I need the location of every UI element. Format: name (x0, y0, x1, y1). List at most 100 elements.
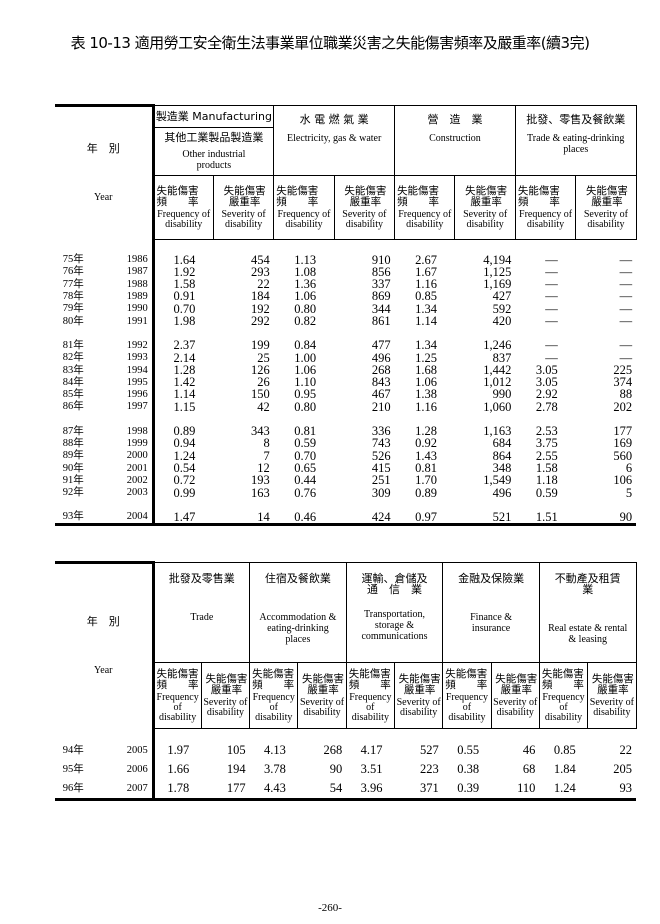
year-cell: 87年 1998 (55, 425, 155, 438)
industry-en: Trade & eating-drinking places (527, 133, 625, 155)
header-en: Severity of disability (299, 696, 345, 718)
gregorian-year: 1993 (126, 352, 148, 364)
frequency-value: 2.67 (415, 252, 437, 267)
table-row: 93年 2004 1.47 14 0.46 424 0.97 521 1.51 90 (55, 510, 637, 527)
frequency-value: 1.16 (415, 277, 437, 292)
gregorian-year: 2000 (126, 450, 148, 462)
frequency-value: 1.42 (173, 375, 196, 390)
frequency-value: 4.43 (249, 779, 298, 801)
frequency-value: — (545, 350, 558, 365)
disability-table-2005-2007: 年 別 Year 批發及零售業 Trade 住宿及餐飲業 Accommodation & … (55, 561, 637, 801)
severity-value: 88 (619, 387, 633, 402)
table-row: 80年 1991 1.98 292 0.82 861 1.14 420 — — (55, 315, 636, 327)
header-zh: 失能傷害頻 率 (156, 667, 199, 691)
severity-value: 26 (257, 375, 270, 390)
severity-value: 420 (492, 313, 512, 328)
severity-value: — (619, 289, 633, 304)
severity-value: 371 (394, 779, 443, 801)
severity-header: 失能傷害 嚴重率 Severity of disability (333, 175, 396, 240)
gregorian-year: 2004 (126, 511, 148, 523)
severity-value: 344 (371, 301, 391, 316)
severity-value: 1,012 (483, 375, 512, 390)
roc-year: 93年 (62, 511, 84, 523)
frequency-value: 0.76 (294, 485, 317, 500)
severity-value: 192 (251, 301, 270, 316)
severity-value: 348 (492, 460, 512, 475)
roc-year: 76年 (62, 266, 84, 278)
header-zh: 失能傷害頻 率 (348, 667, 391, 691)
header-zh: 失能傷害頻 率 (541, 667, 584, 691)
page-title: 表 10-13 適用勞工安全衛生法事業單位職業災害之失能傷害頻率及嚴重率(續3完… (70, 34, 590, 52)
industry-header: 批發及零售業 Trade (152, 562, 251, 663)
frequency-header: 失能傷害頻 率 Frequency of disability (394, 175, 456, 240)
table-row: 86年 1997 1.15 42 0.80 210 1.16 1,060 2.78 202 (55, 399, 636, 414)
header-en: Frequency of disability (349, 691, 392, 723)
manufacturing-header: 製造業 Manufacturing (152, 105, 275, 128)
severity-value: 1,125 (483, 264, 512, 279)
frequency-value: 1.34 (415, 301, 437, 316)
frequency-value: 0.89 (173, 424, 196, 439)
roc-year: 83年 (62, 364, 84, 376)
year-cell: 85年 1996 (55, 388, 155, 401)
severity-header: 失能傷害 嚴重率 Severity of disability (490, 662, 540, 729)
year-cell: 96年 2007 (55, 779, 155, 801)
severity-value: 177 (201, 779, 250, 801)
table-row: 81年 1992 2.37 199 0.84 477 1.34 1,246 — — (55, 339, 636, 352)
severity-value: 68 (522, 762, 536, 777)
header-en: Severity of disability (463, 208, 508, 230)
frequency-value: 0.82 (294, 313, 317, 328)
header-en: Frequency of disability (157, 208, 211, 230)
severity-value: 22 (257, 277, 270, 292)
gregorian-year: 1987 (126, 266, 148, 278)
frequency-value: 0.72 (173, 473, 196, 488)
header-zh: 失能傷害 嚴重率 (223, 184, 266, 208)
year-cell: 80年 1991 (55, 314, 155, 328)
frequency-value: 2.53 (535, 424, 558, 439)
gregorian-year: 1998 (126, 425, 148, 437)
frequency-value: 0.38 (457, 762, 480, 777)
severity-value: 427 (492, 289, 512, 304)
page-number: -260- (318, 902, 342, 914)
gregorian-year: 1996 (126, 389, 148, 401)
industry-header: 住宿及餐飲業 Accommodation & eating-drinking pl… (249, 562, 347, 663)
year-cell: 93年 2004 (55, 510, 155, 527)
frequency-value: 1.25 (415, 350, 437, 365)
year-label-zh: 年 別 (86, 615, 120, 629)
frequency-value: 2.14 (173, 350, 196, 365)
roc-year: 80年 (62, 315, 84, 327)
frequency-value: 3.96 (346, 779, 395, 801)
frequency-value: 0.70 (294, 448, 317, 463)
severity-header: 失能傷害 嚴重率 Severity of disability (212, 175, 275, 240)
frequency-value: 1.08 (294, 264, 317, 279)
roc-year: 82年 (62, 352, 84, 364)
severity-value: 93 (587, 779, 636, 801)
industry-header: 不動產及租賃業 Real estate & rental & leasing (538, 562, 637, 663)
frequency-value: 1.92 (173, 264, 196, 279)
severity-value: 177 (613, 424, 633, 439)
severity-value: 25 (257, 350, 270, 365)
frequency-value: 1.06 (415, 375, 437, 390)
industry-header: 運輸、倉儲及 通 信 業 Transportation, storage & co… (345, 562, 444, 663)
frequency-value: 1.58 (173, 277, 196, 292)
header-zh: 失能傷害 嚴重率 (591, 672, 634, 696)
severity-value: 856 (371, 264, 391, 279)
frequency-value: — (545, 264, 558, 279)
frequency-value: 0.91 (173, 289, 196, 304)
severity-value: 454 (251, 252, 270, 267)
frequency-value: 1.68 (415, 362, 437, 377)
year-cell: 82年 1993 (55, 351, 155, 364)
severity-value: 126 (251, 362, 270, 377)
severity-value: 1,060 (483, 399, 512, 414)
severity-value: 526 (371, 448, 391, 463)
severity-value: 496 (492, 485, 512, 500)
severity-value: 374 (613, 375, 633, 390)
severity-value: — (619, 350, 633, 365)
frequency-value: 1.18 (535, 473, 558, 488)
roc-year: 79年 (62, 303, 84, 315)
year-cell: 77年 1988 (55, 278, 155, 291)
industry-header: 營 造 業 Construction (394, 105, 516, 176)
severity-value: 150 (251, 387, 270, 402)
header-en: Frequency of disability (277, 208, 331, 230)
severity-value: 7 (263, 448, 270, 463)
table-row: 79年 1990 0.70 192 0.80 344 1.34 592 — — (55, 301, 636, 316)
